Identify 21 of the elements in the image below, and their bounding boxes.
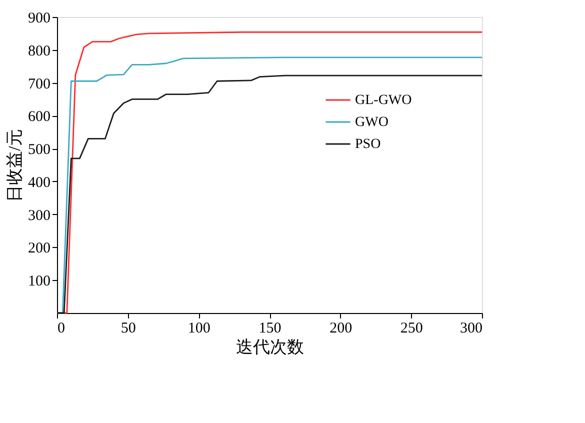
- y-tick-label: 800: [28, 43, 50, 60]
- x-axis-title: 迭代次数: [236, 338, 304, 356]
- y-tick-label: 500: [28, 142, 50, 158]
- x-tick-label: 150: [258, 320, 282, 336]
- x-tick-label: 300: [460, 320, 482, 336]
- y-tick-label: 200: [28, 240, 50, 257]
- y-tick-label: 600: [28, 109, 50, 126]
- legend-label: GL-GWO: [355, 93, 412, 108]
- y-tick-label: 700: [28, 76, 50, 92]
- legend-label: PSO: [355, 137, 381, 152]
- y-tick-label: 100: [28, 274, 50, 290]
- y-tick-label: 900: [28, 10, 50, 26]
- x-tick-label: 200: [330, 320, 352, 336]
- x-tick-label: 50: [120, 320, 136, 336]
- y-tick-label: 400: [28, 174, 50, 191]
- legend-label: GWO: [355, 115, 388, 130]
- y-axis-title: 日收益/元: [5, 129, 24, 202]
- y-tick-label: 300: [28, 208, 50, 224]
- x-tick-label: 0: [58, 320, 65, 336]
- x-tick-label: 250: [400, 320, 423, 336]
- x-tick-label: 100: [188, 320, 210, 336]
